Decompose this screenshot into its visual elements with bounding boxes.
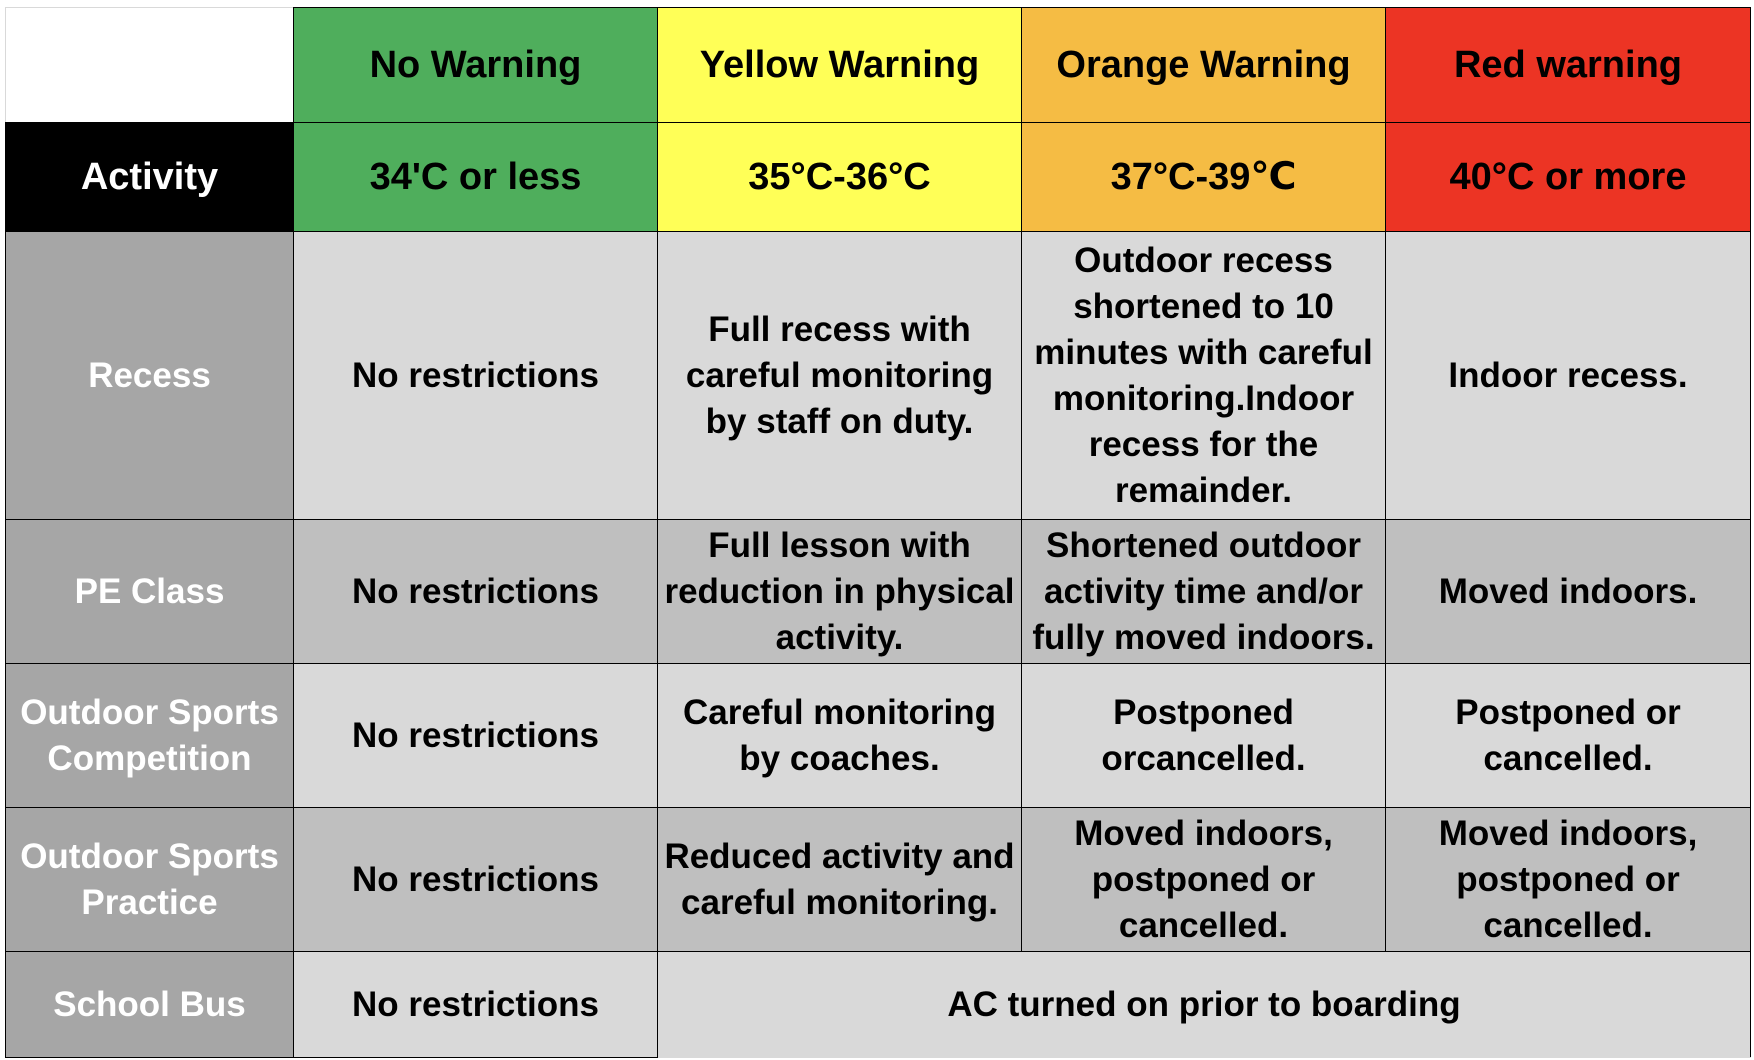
table-row: Outdoor Sports Competition No restrictio…	[5, 663, 1751, 808]
practice-yellow-warning: Reduced activity and careful monitoring.	[657, 807, 1022, 952]
practice-orange-warning: Moved indoors, postponed or cancelled.	[1021, 807, 1386, 952]
activity-header: Activity	[5, 122, 294, 232]
table-row: Outdoor Sports Practice No restrictions …	[5, 807, 1751, 952]
corner-cell	[5, 7, 294, 123]
competition-no-warning: No restrictions	[293, 663, 658, 808]
practice-red-warning: Moved indoors, postponed or cancelled.	[1385, 807, 1751, 952]
table-row: Recess No restrictions Full recess with …	[5, 231, 1751, 520]
recess-yellow-warning: Full recess with careful monitoring by s…	[657, 231, 1022, 520]
orange-warning-temp: 37°C-39℃	[1021, 122, 1386, 232]
competition-yellow-warning: Careful monitoring by coaches.	[657, 663, 1022, 808]
no-warning-temp: 34'C or less	[293, 122, 658, 232]
activity-pe-class: PE Class	[5, 519, 294, 664]
heat-warning-table: No Warning Yellow Warning Orange Warning…	[5, 7, 1751, 1058]
competition-red-warning: Postponed or cancelled.	[1385, 663, 1751, 808]
temperature-row: Activity 34'C or less 35°C-36°C 37°C-39℃…	[5, 122, 1751, 232]
table-row: School Bus No restrictions AC turned on …	[5, 951, 1751, 1058]
activity-outdoor-sports-competition: Outdoor Sports Competition	[5, 663, 294, 808]
orange-warning-header: Orange Warning	[1021, 7, 1386, 123]
yellow-warning-header: Yellow Warning	[657, 7, 1022, 123]
red-warning-temp: 40°C or more	[1385, 122, 1751, 232]
activity-outdoor-sports-practice: Outdoor Sports Practice	[5, 807, 294, 952]
school-bus-no-warning: No restrictions	[293, 951, 658, 1058]
competition-orange-warning: Postponed orcancelled.	[1021, 663, 1386, 808]
pe-class-orange-warning: Shortened outdoor activity time and/or f…	[1021, 519, 1386, 664]
pe-class-red-warning: Moved indoors.	[1385, 519, 1751, 664]
yellow-warning-temp: 35°C-36°C	[657, 122, 1022, 232]
table-row: PE Class No restrictions Full lesson wit…	[5, 519, 1751, 664]
no-warning-header: No Warning	[293, 7, 658, 123]
warning-level-header-row: No Warning Yellow Warning Orange Warning…	[5, 7, 1751, 123]
school-bus-warning-levels: AC turned on prior to boarding	[657, 951, 1751, 1058]
pe-class-no-warning: No restrictions	[293, 519, 658, 664]
recess-no-warning: No restrictions	[293, 231, 658, 520]
red-warning-header: Red warning	[1385, 7, 1751, 123]
activity-recess: Recess	[5, 231, 294, 520]
pe-class-yellow-warning: Full lesson with reduction in physical a…	[657, 519, 1022, 664]
recess-red-warning: Indoor recess.	[1385, 231, 1751, 520]
practice-no-warning: No restrictions	[293, 807, 658, 952]
recess-orange-warning: Outdoor recess shortened to 10 minutes w…	[1021, 231, 1386, 520]
activity-school-bus: School Bus	[5, 951, 294, 1058]
